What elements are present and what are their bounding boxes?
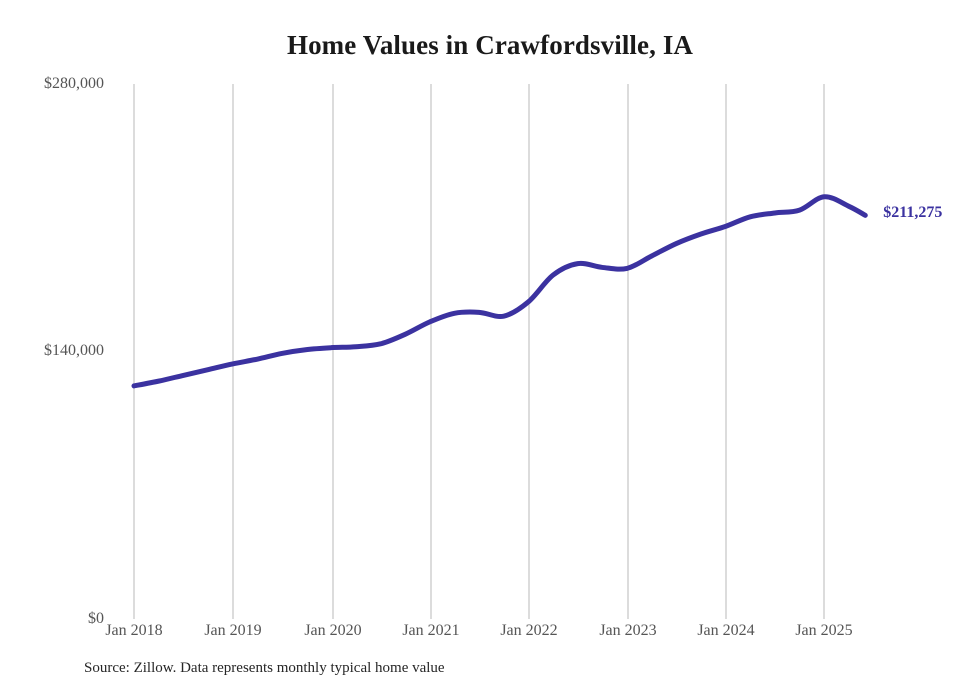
x-tick-label: Jan 2019 [204, 622, 262, 639]
x-tick-label: Jan 2025 [795, 622, 853, 639]
y-tick-label: $0 [88, 610, 104, 627]
x-tick-label: Jan 2021 [402, 622, 460, 639]
x-tick-label: Jan 2020 [304, 622, 362, 639]
chart-title: Home Values in Crawfordsville, IA [286, 30, 694, 60]
y-tick-label: $140,000 [44, 342, 104, 359]
y-tick-label: $280,000 [44, 75, 104, 92]
gridlines-group [133, 84, 825, 619]
end-value-annotation: $211,275 [883, 204, 943, 222]
source-note: Source: Zillow. Data represents monthly … [84, 660, 445, 676]
x-tick-label: Jan 2023 [599, 622, 657, 639]
series-group [131, 194, 868, 389]
x-tick-label: Jan 2018 [105, 622, 163, 639]
series-line [131, 194, 868, 389]
x-tick-label: Jan 2024 [697, 622, 755, 639]
x-tick-label: Jan 2022 [500, 622, 558, 639]
